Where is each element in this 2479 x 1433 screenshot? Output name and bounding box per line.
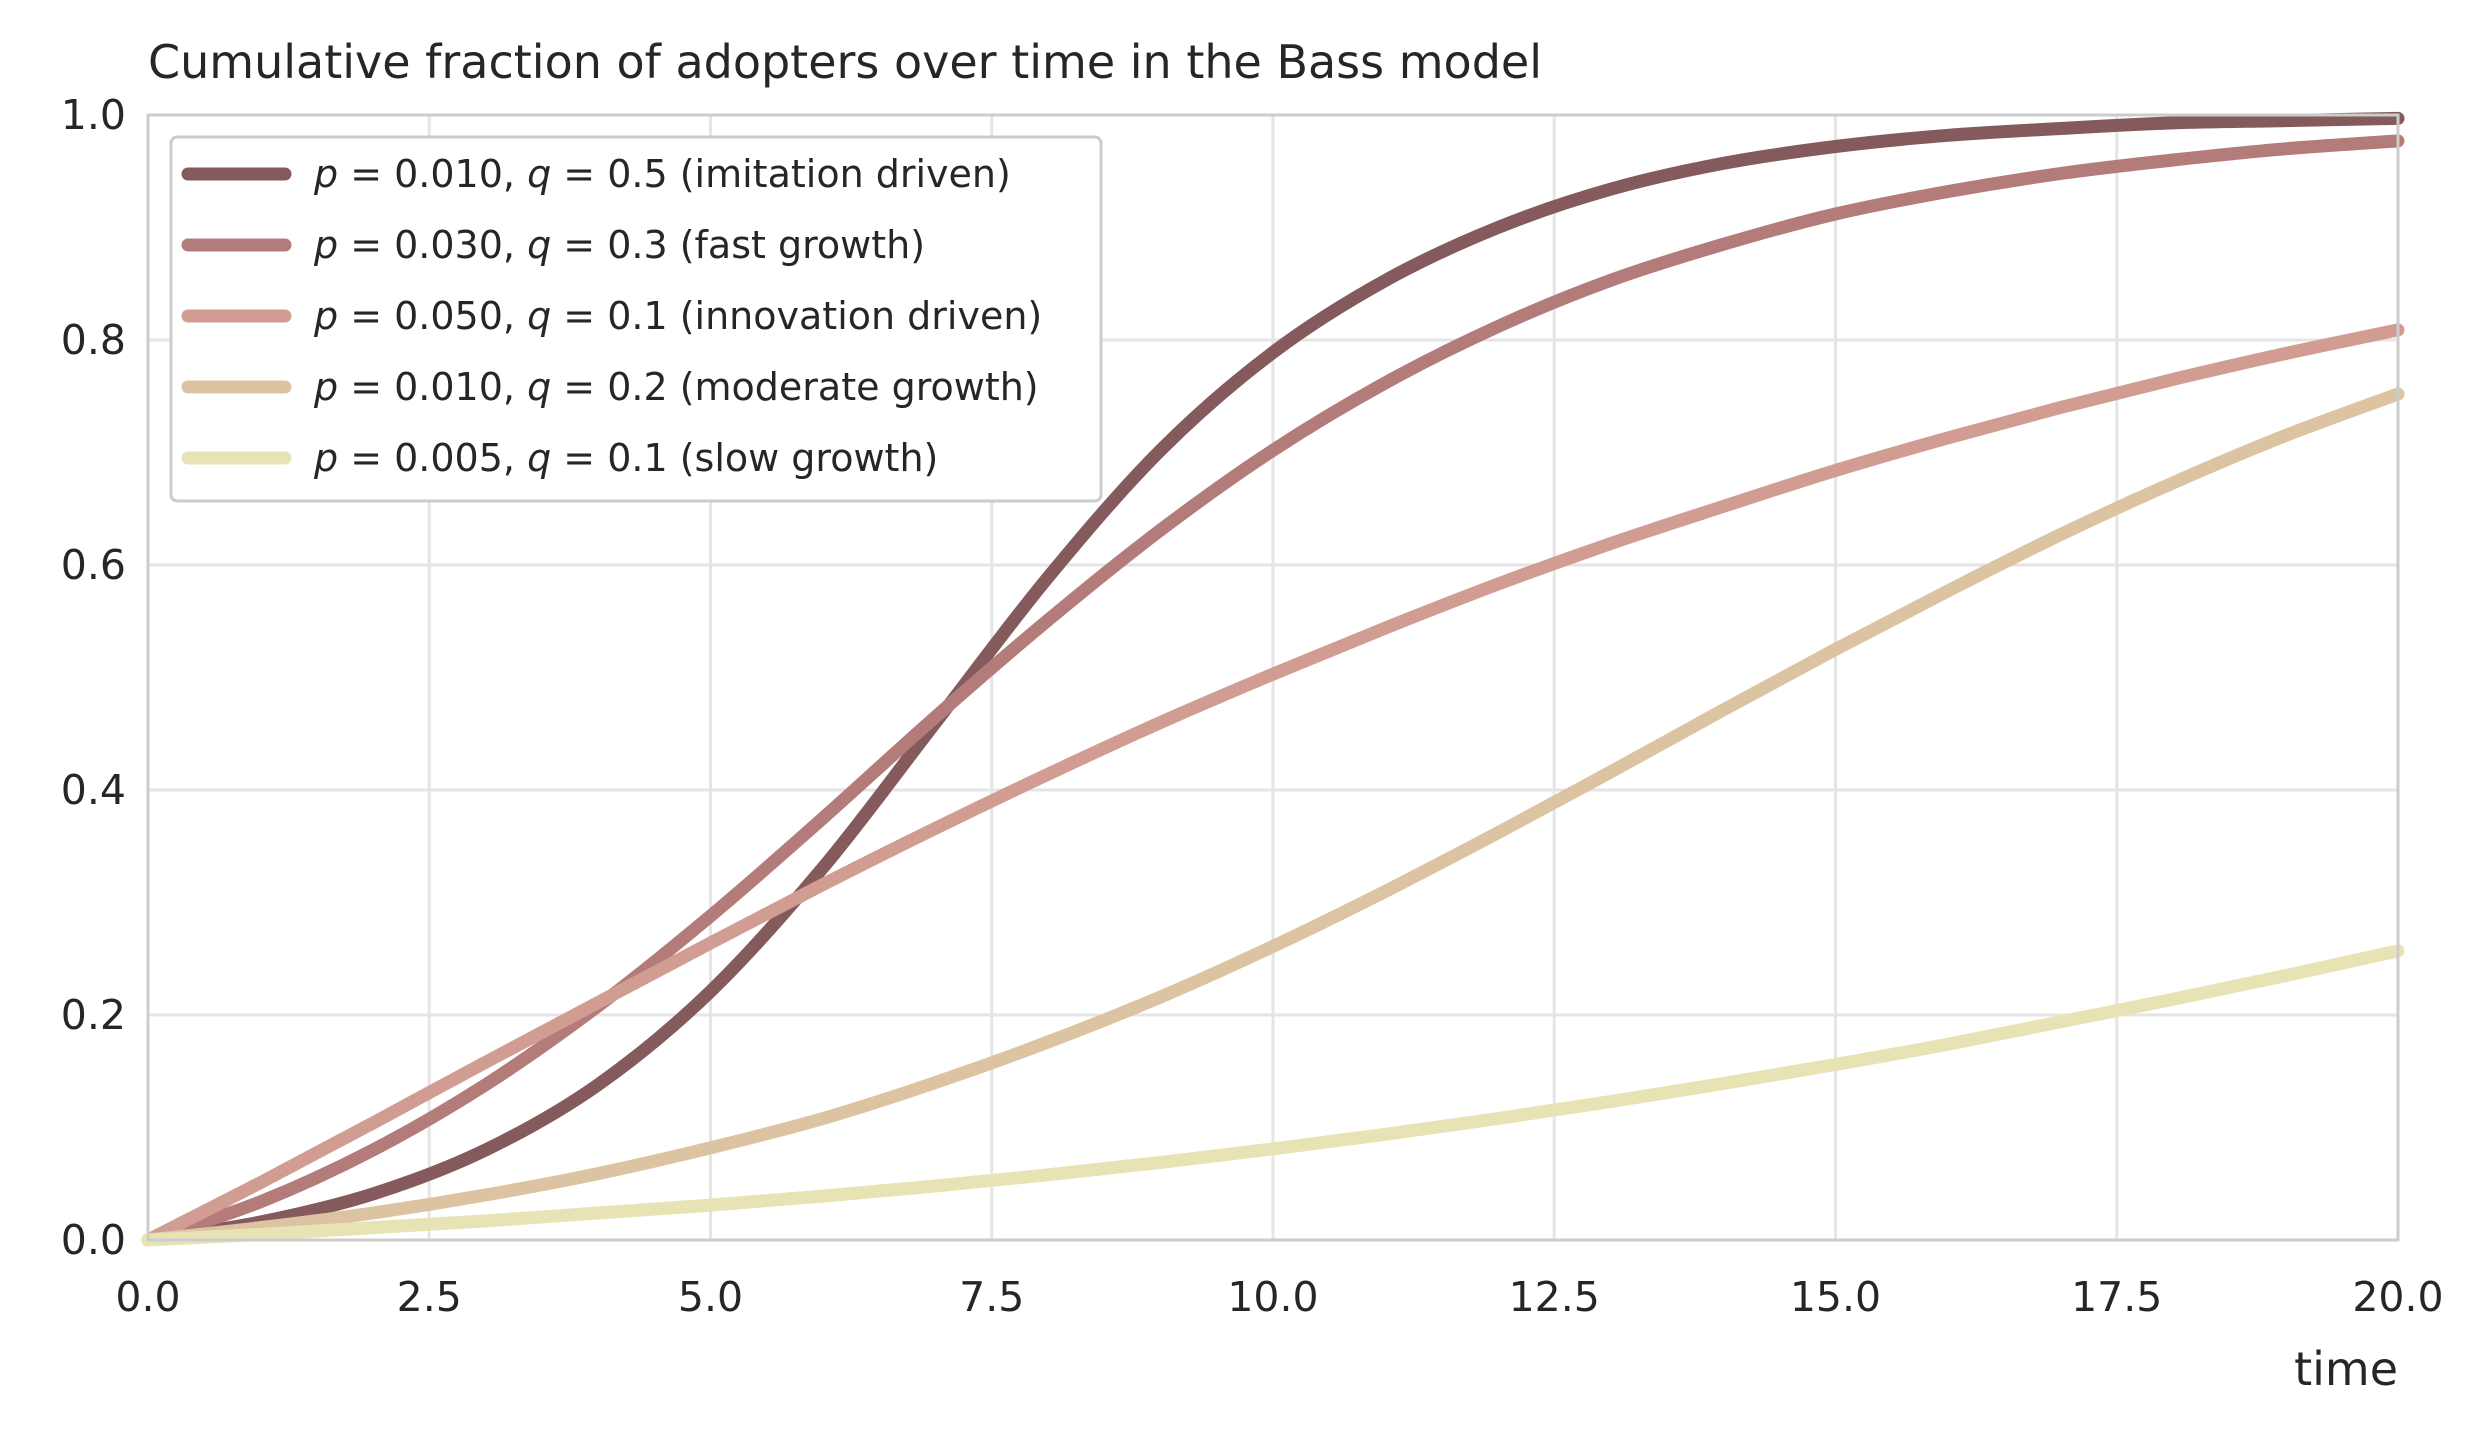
- y-tick-label: 0.0: [61, 1216, 126, 1264]
- legend-item-5: p = 0.005, q = 0.1 (slow growth): [181, 436, 938, 480]
- x-tick-labels: 0.0 2.5 5.0 7.5 10.0 12.5 15.0 17.5 20.0: [115, 1273, 2443, 1321]
- x-tick-label: 0.0: [115, 1273, 180, 1321]
- series-line-2: [141, 134, 2405, 1247]
- legend-item-1: p = 0.010, q = 0.5 (imitation driven): [181, 152, 1011, 196]
- y-tick-label: 0.8: [61, 316, 126, 364]
- series-line-4: [141, 387, 2405, 1247]
- x-axis-label: time: [2294, 1342, 2398, 1396]
- x-tick-label: 5.0: [678, 1273, 743, 1321]
- legend-label: p = 0.030, q = 0.3 (fast growth): [313, 223, 925, 267]
- x-tick-label: 17.5: [2071, 1273, 2162, 1321]
- legend: p = 0.010, q = 0.5 (imitation driven) p =…: [169, 135, 1103, 503]
- x-tick-label: 12.5: [1509, 1273, 1600, 1321]
- y-tick-label: 0.2: [61, 991, 126, 1039]
- legend-item-2: p = 0.030, q = 0.3 (fast growth): [181, 223, 925, 267]
- legend-label: p = 0.050, q = 0.1 (innovation driven): [313, 294, 1042, 338]
- y-tick-labels: 0.0 0.2 0.4 0.6 0.8 1.0: [61, 91, 126, 1264]
- legend-item-3: p = 0.050, q = 0.1 (innovation driven): [181, 294, 1042, 338]
- x-tick-label: 15.0: [1790, 1273, 1881, 1321]
- series-line-5: [141, 944, 2405, 1247]
- legend-label: p = 0.005, q = 0.1 (slow growth): [313, 436, 938, 480]
- series-line-1: [141, 111, 2405, 1247]
- x-tick-label: 7.5: [959, 1273, 1024, 1321]
- y-tick-label: 1.0: [61, 91, 126, 139]
- series-line-3: [141, 323, 2405, 1247]
- legend-label: p = 0.010, q = 0.2 (moderate growth): [313, 365, 1039, 409]
- x-tick-label: 10.0: [1227, 1273, 1318, 1321]
- legend-item-4: p = 0.010, q = 0.2 (moderate growth): [181, 365, 1039, 409]
- y-tick-label: 0.6: [61, 541, 126, 589]
- plot-frame: [146, 113, 2400, 1242]
- legend-box: [169, 135, 1103, 503]
- x-tick-label: 20.0: [2352, 1273, 2443, 1321]
- x-tick-label: 2.5: [397, 1273, 462, 1321]
- legend-label: p = 0.010, q = 0.5 (imitation driven): [313, 152, 1011, 196]
- series-lines: [141, 111, 2405, 1247]
- chart-title: Cumulative fraction of adopters over tim…: [148, 35, 1542, 89]
- y-tick-label: 0.4: [61, 766, 126, 814]
